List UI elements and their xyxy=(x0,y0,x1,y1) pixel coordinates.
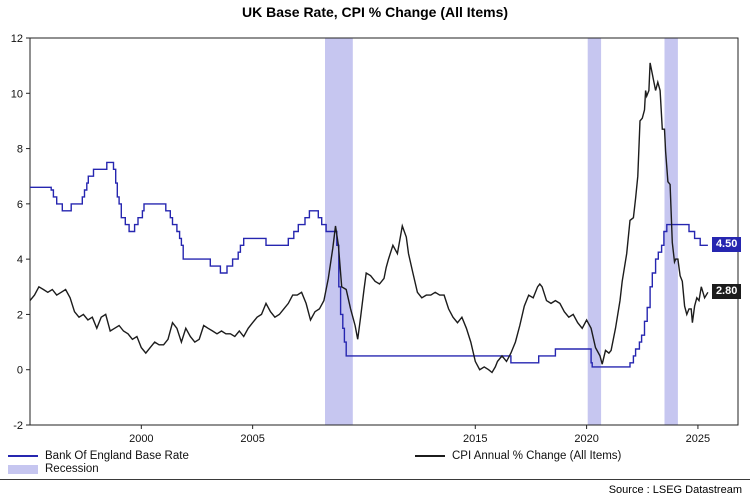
svg-text:0: 0 xyxy=(17,365,23,377)
svg-text:2: 2 xyxy=(17,309,23,321)
svg-text:2005: 2005 xyxy=(240,433,264,445)
svg-text:6: 6 xyxy=(17,199,23,211)
legend-label-cpi: CPI Annual % Change (All Items) xyxy=(452,450,622,462)
svg-text:2000: 2000 xyxy=(129,433,153,445)
value-label-1: 2.80 xyxy=(711,284,742,300)
svg-text:2020: 2020 xyxy=(574,433,598,445)
cpi-line-swatch-icon xyxy=(415,455,445,457)
legend-label-base-rate: Bank Of England Base Rate xyxy=(45,450,189,462)
legend-item-cpi: CPI Annual % Change (All Items) xyxy=(415,450,621,462)
source-credit: Source : LSEG Datastream xyxy=(608,484,742,496)
recession-band-swatch-icon xyxy=(8,464,38,474)
base-rate-line-swatch-icon xyxy=(8,455,38,457)
svg-text:2015: 2015 xyxy=(463,433,487,445)
legend-item-recession: Recession xyxy=(8,463,99,475)
svg-text:-2: -2 xyxy=(13,420,23,432)
footer-divider xyxy=(0,479,750,480)
svg-text:12: 12 xyxy=(11,33,23,45)
svg-text:2025: 2025 xyxy=(686,433,710,445)
legend-item-base-rate: Bank Of England Base Rate xyxy=(8,450,189,462)
svg-text:8: 8 xyxy=(17,144,23,156)
legend-label-recession: Recession xyxy=(45,463,99,475)
chart-title: UK Base Rate, CPI % Change (All Items) xyxy=(241,4,509,20)
svg-text:4: 4 xyxy=(17,254,23,266)
svg-text:10: 10 xyxy=(11,88,23,100)
value-label-0: 4.50 xyxy=(711,237,742,253)
